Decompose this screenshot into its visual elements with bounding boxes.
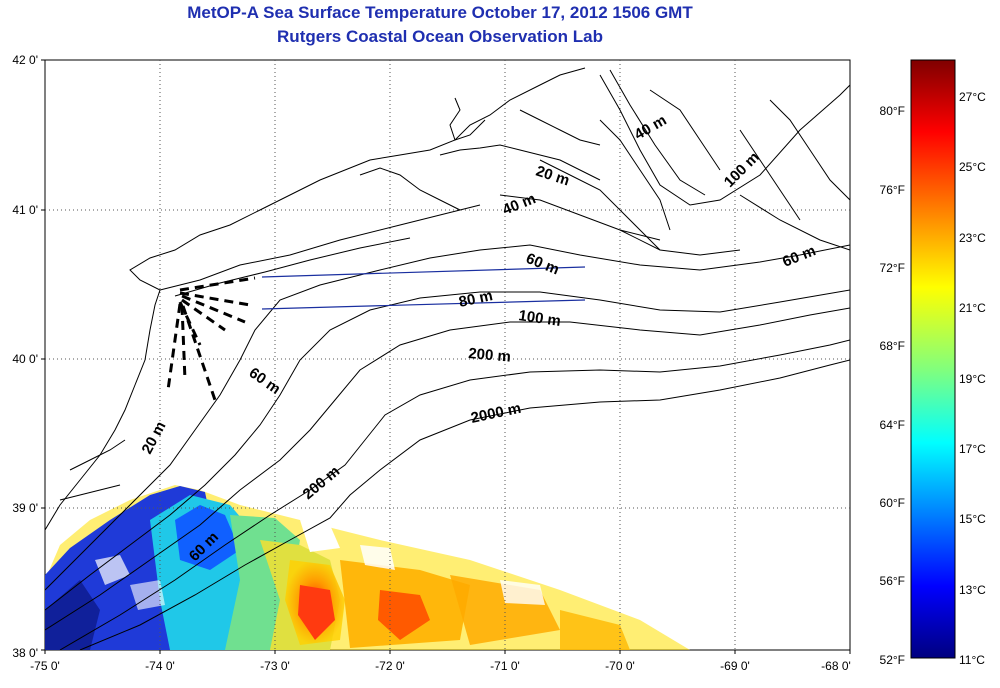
x-tick-label: -72 0' bbox=[375, 659, 405, 673]
y-tick-label: 42 0' bbox=[12, 53, 38, 67]
y-tick-label: 38 0' bbox=[12, 646, 38, 660]
colorbar-f-label: 52°F bbox=[880, 653, 905, 667]
depth-label: 200 m bbox=[468, 345, 512, 366]
colorbar: 80°F 76°F 72°F 68°F 64°F 60°F 56°F 52°F … bbox=[880, 59, 986, 667]
x-tick-label: -74 0' bbox=[145, 659, 175, 673]
y-tick-label: 41 0' bbox=[12, 203, 38, 217]
colorbar-c-label: 27°C bbox=[959, 90, 986, 104]
x-tick-label: -69 0' bbox=[720, 659, 750, 673]
bathymetry-contours bbox=[45, 69, 850, 650]
x-tick-label: -73 0' bbox=[260, 659, 290, 673]
x-axis: -75 0' -74 0' -73 0' -72 0' -71 0' -70 0… bbox=[30, 650, 851, 673]
depth-label: 80 m bbox=[457, 287, 494, 311]
colorbar-c-label: 15°C bbox=[959, 512, 986, 526]
depth-label: 100 m bbox=[517, 307, 561, 330]
colorbar-ramp bbox=[910, 59, 956, 659]
colorbar-c-label: 13°C bbox=[959, 583, 986, 597]
x-tick-label: -68 0' bbox=[821, 659, 851, 673]
y-axis: 42 0' 41 0' 40 0' 39 0' 38 0' bbox=[12, 53, 45, 660]
map-subtitle: Rutgers Coastal Ocean Observation Lab bbox=[277, 27, 603, 46]
dashed-radials bbox=[166, 276, 256, 401]
colorbar-f-label: 76°F bbox=[880, 183, 905, 197]
colorbar-c-labels: 27°C 25°C 23°C 21°C 19°C 17°C 15°C 13°C … bbox=[959, 90, 986, 667]
x-tick-label: -70 0' bbox=[605, 659, 635, 673]
colorbar-c-label: 11°C bbox=[959, 653, 985, 667]
colorbar-c-label: 23°C bbox=[959, 231, 986, 245]
sst-swath bbox=[45, 485, 690, 650]
colorbar-f-label: 80°F bbox=[880, 104, 905, 118]
colorbar-c-label: 21°C bbox=[959, 301, 986, 315]
colorbar-f-label: 72°F bbox=[880, 261, 905, 275]
colorbar-c-label: 17°C bbox=[959, 442, 986, 456]
glider-transects bbox=[261, 266, 586, 310]
colorbar-f-label: 68°F bbox=[880, 339, 905, 353]
x-tick-label: -75 0' bbox=[30, 659, 60, 673]
x-tick-label: -71 0' bbox=[490, 659, 520, 673]
map-title: MetOP-A Sea Surface Temperature October … bbox=[187, 3, 693, 22]
colorbar-f-label: 60°F bbox=[880, 496, 905, 510]
y-tick-label: 40 0' bbox=[12, 352, 38, 366]
colorbar-c-label: 25°C bbox=[959, 160, 986, 174]
colorbar-f-label: 56°F bbox=[880, 574, 905, 588]
map-content: 20 m 40 m 100 m 40 m 60 m 60 m 80 m 100 … bbox=[45, 60, 850, 650]
colorbar-c-label: 19°C bbox=[959, 372, 986, 386]
colorbar-f-label: 64°F bbox=[880, 418, 905, 432]
colorbar-f-labels: 80°F 76°F 72°F 68°F 64°F 60°F 56°F 52°F bbox=[880, 104, 905, 667]
coastline bbox=[45, 67, 850, 531]
y-tick-label: 39 0' bbox=[12, 501, 38, 515]
